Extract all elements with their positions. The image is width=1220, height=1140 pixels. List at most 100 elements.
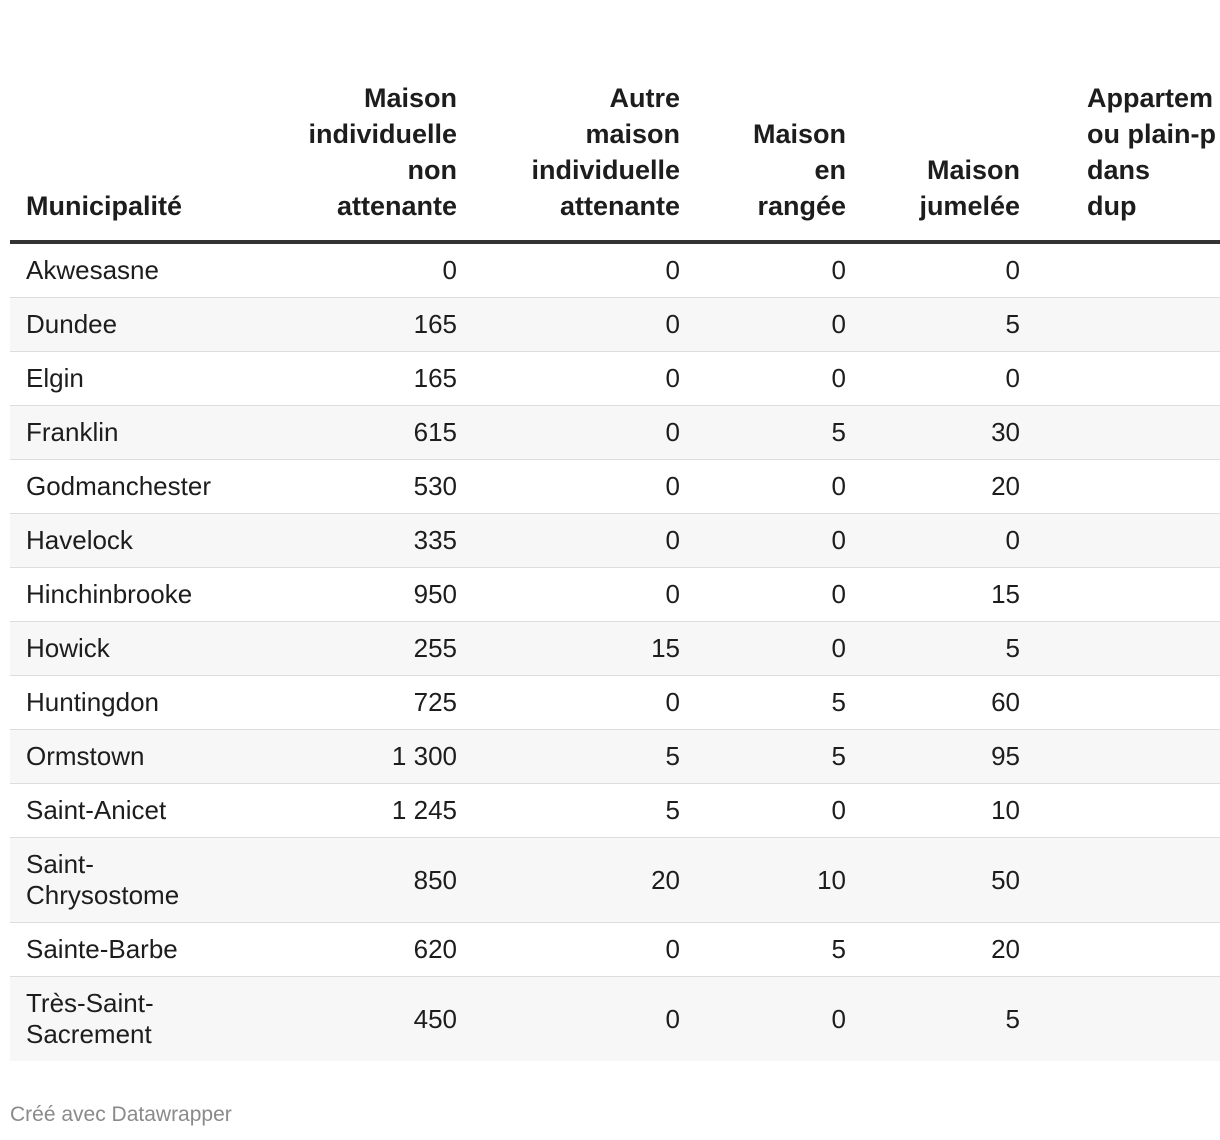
municipality-name-line: Très-Saint- <box>26 988 154 1018</box>
value-cell: 950 <box>273 567 460 622</box>
column-header-line: Maison <box>363 83 457 113</box>
value-cell-cutoff <box>1023 837 1220 923</box>
value-cell: 5 <box>849 976 1023 1061</box>
column-header-line: en <box>814 155 846 185</box>
value-cell: 20 <box>849 459 1023 514</box>
table-row: Franklin 615 0 5 30 <box>10 405 1220 460</box>
column-header-line: Maison <box>926 155 1020 185</box>
value-cell: 0 <box>273 242 460 298</box>
municipality-name-line: Howick <box>26 633 110 663</box>
table-row: Ormstown 1 300 5 5 95 <box>10 729 1220 784</box>
value-cell: 0 <box>683 351 849 406</box>
value-cell: 0 <box>683 513 849 568</box>
value-cell: 0 <box>683 783 849 838</box>
value-cell-cutoff <box>1023 783 1220 838</box>
value-cell-cutoff <box>1023 675 1220 730</box>
value-cell: 0 <box>683 976 849 1061</box>
column-header-line: attenante <box>559 191 680 221</box>
footer-credit: Créé avec Datawrapper <box>10 1103 232 1126</box>
value-cell: 0 <box>683 459 849 514</box>
column-header-4: Maison jumelée <box>849 80 1023 244</box>
column-header-line: maison <box>585 119 680 149</box>
municipality-cell: Sainte-Barbe <box>10 922 273 977</box>
column-header-2: Autre maison individuelle attenante <box>460 80 683 244</box>
municipality-cell: Saint-Anicet <box>10 783 273 838</box>
value-cell-cutoff <box>1023 976 1220 1061</box>
column-header-line: Appartem <box>1087 83 1214 113</box>
data-table: Municipalité Maison individuelle non attenan… <box>10 80 1220 1061</box>
municipality-name-line: Hinchinbrooke <box>26 579 193 609</box>
value-cell: 0 <box>683 297 849 352</box>
value-cell: 5 <box>683 922 849 977</box>
value-cell: 10 <box>683 837 849 923</box>
table-row: Sainte-Barbe 620 0 5 20 <box>10 922 1220 977</box>
value-cell-cutoff <box>1023 621 1220 676</box>
value-cell: 10 <box>849 783 1023 838</box>
municipality-name-line: Sacrement <box>26 1019 152 1049</box>
column-header-line: individuelle <box>308 119 457 149</box>
table-row: Elgin 165 0 0 0 <box>10 351 1220 406</box>
municipality-name-line: Saint- <box>26 849 94 879</box>
value-cell: 0 <box>683 567 849 622</box>
value-cell: 5 <box>683 675 849 730</box>
value-cell: 0 <box>849 513 1023 568</box>
municipality-name-line: Elgin <box>26 363 84 393</box>
value-cell-cutoff <box>1023 729 1220 784</box>
municipality-name-line: Havelock <box>26 525 133 555</box>
value-cell-cutoff <box>1023 567 1220 622</box>
value-cell: 850 <box>273 837 460 923</box>
column-header-0: Municipalité <box>10 80 273 244</box>
column-header-line: individuelle <box>531 155 680 185</box>
value-cell: 1 300 <box>273 729 460 784</box>
column-header-line: Municipalité <box>26 191 183 221</box>
column-header-line: ou plain-p <box>1087 119 1216 149</box>
municipality-cell: Godmanchester <box>10 459 273 514</box>
table-header-row: Municipalité Maison individuelle non attenan… <box>10 80 1220 244</box>
data-table-container: Municipalité Maison individuelle non attenan… <box>10 80 1220 1061</box>
value-cell: 0 <box>460 675 683 730</box>
value-cell-cutoff <box>1023 405 1220 460</box>
column-header-5: Appartem ou plain-p dans dup <box>1023 80 1220 244</box>
value-cell: 335 <box>273 513 460 568</box>
municipality-cell: Elgin <box>10 351 273 406</box>
municipality-cell: Havelock <box>10 513 273 568</box>
value-cell: 450 <box>273 976 460 1061</box>
value-cell-cutoff <box>1023 513 1220 568</box>
value-cell: 1 245 <box>273 783 460 838</box>
column-header-line: attenante <box>336 191 457 221</box>
municipality-cell: Saint- Chrysostome <box>10 837 273 923</box>
value-cell: 725 <box>273 675 460 730</box>
column-header-line: dans <box>1087 155 1151 185</box>
value-cell: 0 <box>849 242 1023 298</box>
municipality-name-line: Franklin <box>26 417 119 447</box>
municipality-cell: Dundee <box>10 297 273 352</box>
municipality-name-line: Saint-Anicet <box>26 795 167 825</box>
value-cell: 0 <box>460 922 683 977</box>
value-cell: 0 <box>460 459 683 514</box>
table-row: Akwesasne 0 0 0 0 <box>10 242 1220 298</box>
value-cell: 0 <box>460 297 683 352</box>
value-cell: 0 <box>460 567 683 622</box>
value-cell: 620 <box>273 922 460 977</box>
table-row: Huntingdon 725 0 5 60 <box>10 675 1220 730</box>
value-cell: 0 <box>460 242 683 298</box>
column-header-1: Maison individuelle non attenante <box>273 80 460 244</box>
column-header-line: jumelée <box>919 191 1020 221</box>
municipality-name-line: Godmanchester <box>26 471 211 501</box>
municipality-cell: Huntingdon <box>10 675 273 730</box>
value-cell: 615 <box>273 405 460 460</box>
table-body: Akwesasne 0 0 0 0 Dundee 165 0 0 5 Elgin 165 0 0 0 Fran… <box>10 242 1220 1061</box>
municipality-name-line: Ormstown <box>26 741 145 771</box>
value-cell: 0 <box>849 351 1023 406</box>
value-cell: 5 <box>849 297 1023 352</box>
value-cell: 255 <box>273 621 460 676</box>
value-cell: 530 <box>273 459 460 514</box>
municipality-cell: Très-Saint- Sacrement <box>10 976 273 1061</box>
municipality-cell: Ormstown <box>10 729 273 784</box>
municipality-cell: Akwesasne <box>10 242 273 298</box>
municipality-cell: Franklin <box>10 405 273 460</box>
table-row: Godmanchester 530 0 0 20 <box>10 459 1220 514</box>
municipality-name-line: Huntingdon <box>26 687 159 717</box>
value-cell: 5 <box>460 729 683 784</box>
table-row: Dundee 165 0 0 5 <box>10 297 1220 352</box>
